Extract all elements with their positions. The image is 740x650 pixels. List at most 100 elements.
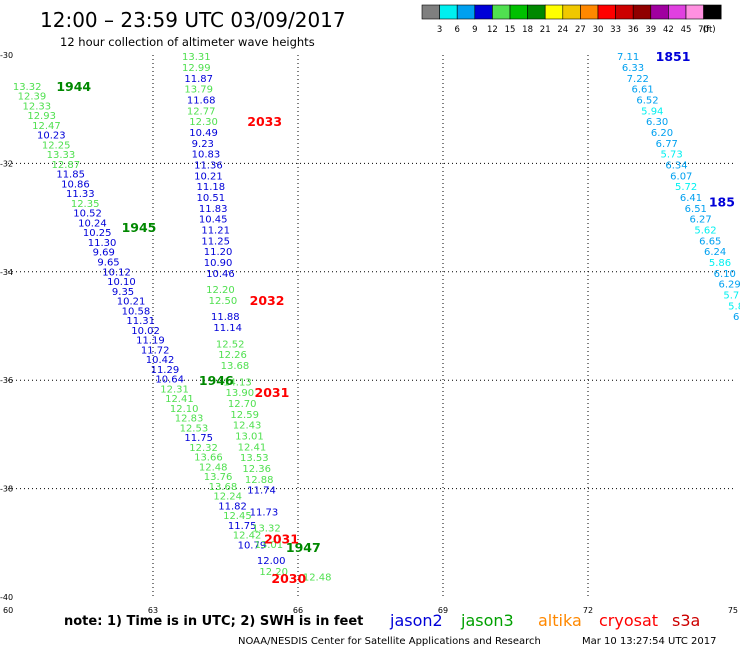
wave-height-label: 12.24 [213,492,242,503]
map-subtitle: 12 hour collection of altimeter wave hei… [60,35,315,49]
legend-swatch [580,4,599,20]
legend-swatch [439,4,458,20]
lat-tick-label: -38 [0,485,13,494]
wave-height-label: 11.75 [184,433,213,444]
legend-label: 9 [472,25,477,35]
lon-tick-label: 69 [438,606,448,615]
wave-height-label: 12.48 [303,572,332,583]
wave-height-label: 12.99 [182,63,211,74]
wave-height-label: 12.35 [71,199,100,210]
footer-credit: NOAA/NESDIS Center for Satellite Applica… [238,636,541,647]
wave-height-label: 12.20 [259,567,288,578]
legend-swatch [562,4,581,20]
wave-height-label: 10.49 [189,128,218,139]
legend-unit: (ft) [703,25,716,35]
lon-tick-label: 75 [728,606,738,615]
wave-height-label: 5.86 [709,258,731,269]
legend-label: 36 [628,25,639,35]
legend-label: 45 [681,25,692,35]
wave-height-label: 14.13 [223,377,252,388]
legend-label: 18 [522,25,533,35]
wave-height-label: 12.41 [238,442,267,453]
wave-height-label: 12.32 [189,443,218,454]
wave-height-label: 5.94 [641,106,663,117]
wave-height-label: 12.41 [165,394,194,405]
wave-height-label: 11.31 [126,316,155,327]
wave-height-label: 10.79 [238,540,267,551]
wave-height-label: 12.47 [32,121,61,132]
latitude-tick-labels: -30 -32 -34 -36 -38 -40 [0,51,13,602]
wave-height-label: 11.19 [136,336,165,347]
legend-label: 6 [454,25,459,35]
wave-height-label: 10.90 [204,258,233,269]
wave-height-label: 11.83 [199,204,228,215]
wave-height-label: 13.90 [226,388,255,399]
wave-height-label: 11.88 [211,312,240,323]
wave-height-label: 13.32 [13,82,42,93]
wave-height-label: 13.68 [221,361,250,372]
wave-height-label: 5.72 [675,182,697,193]
wave-height-label: 11.30 [88,238,117,249]
legend-swatch [509,4,528,20]
wave-height-label: 10.02 [131,326,160,337]
lat-tick-label: -34 [0,268,13,277]
wave-height-label: 13.32 [252,524,281,535]
wave-height-label: 13.66 [194,453,223,464]
wave-height-label: 10.21 [194,171,223,182]
wave-height-label: 12.87 [52,160,81,171]
wave-height-label: 12.77 [187,106,216,117]
wave-height-label: 12.20 [206,285,235,296]
wave-height-label: 6.10 [714,269,736,280]
wave-height-label: 13.79 [184,85,213,96]
wave-height-label: 6.30 [646,117,668,128]
wave-height-label: 12.53 [180,423,209,434]
wave-height-label: 12.10 [170,404,199,415]
wave-height-label: 13.53 [240,453,269,464]
satellite-key-jason3: jason3 [460,611,514,630]
wave-height-label: 12.70 [228,399,257,410]
lon-tick-label: 63 [148,606,158,615]
wave-height-label: 13.01 [255,540,284,551]
wave-height-label: 12.39 [18,92,47,103]
legend-swatch [421,4,440,20]
wave-height-label: 10.51 [197,193,226,204]
lon-tick-label: 66 [293,606,303,615]
longitude-tick-labels: 60 63 66 69 72 75 [3,606,738,615]
legend-swatch [492,4,511,20]
legend-label: 12 [487,25,498,35]
wave-height-label: 13.01 [235,431,264,442]
wave-height-label: 10.12 [102,267,131,278]
legend-label: 21 [540,25,551,35]
lon-tick-label: 72 [583,606,593,615]
lat-lon-grid [8,55,733,597]
wave-height-label: 10.58 [122,306,151,317]
legend-label: 3 [437,25,442,35]
pass-time-label: 2032 [250,293,285,308]
wave-height-label: 11.72 [141,345,170,356]
wave-height-label: 6.51 [685,204,707,215]
wave-height-label: 12.48 [199,462,228,473]
wave-height-label: 11.21 [201,226,230,237]
pass-time-label: 2033 [247,114,282,129]
pass-time-label: 1851 [656,49,691,64]
satellite-key: jason2 jason3 altika cryosat s3a [389,611,700,630]
wave-height-label: 10.86 [61,179,90,190]
wave-height-label: 10.46 [206,269,235,280]
wave-height-label: 10.52 [73,209,102,220]
pass-time-labels: 1944194519461947203320322031203120301851… [56,49,735,586]
legend-swatch [668,4,687,20]
wave-height-label: 12.00 [257,556,286,567]
wave-height-label: 11.18 [197,182,226,193]
wave-height-label: 10.83 [192,150,221,161]
track-jason3: 13.3212.3912.3312.9312.4710.2312.2513.33… [13,82,266,552]
legend-label: 42 [663,25,674,35]
wave-height-label: 11.33 [66,189,95,200]
legend-label: 30 [593,25,604,35]
wave-height-label: 10.23 [37,131,66,142]
legend-swatch [597,4,616,20]
legend-swatch [650,4,669,20]
legend-label: 15 [505,25,516,35]
wave-height-label: 12.59 [230,410,259,421]
wave-height-label: 12.83 [175,414,204,425]
legend-swatch [703,4,722,20]
